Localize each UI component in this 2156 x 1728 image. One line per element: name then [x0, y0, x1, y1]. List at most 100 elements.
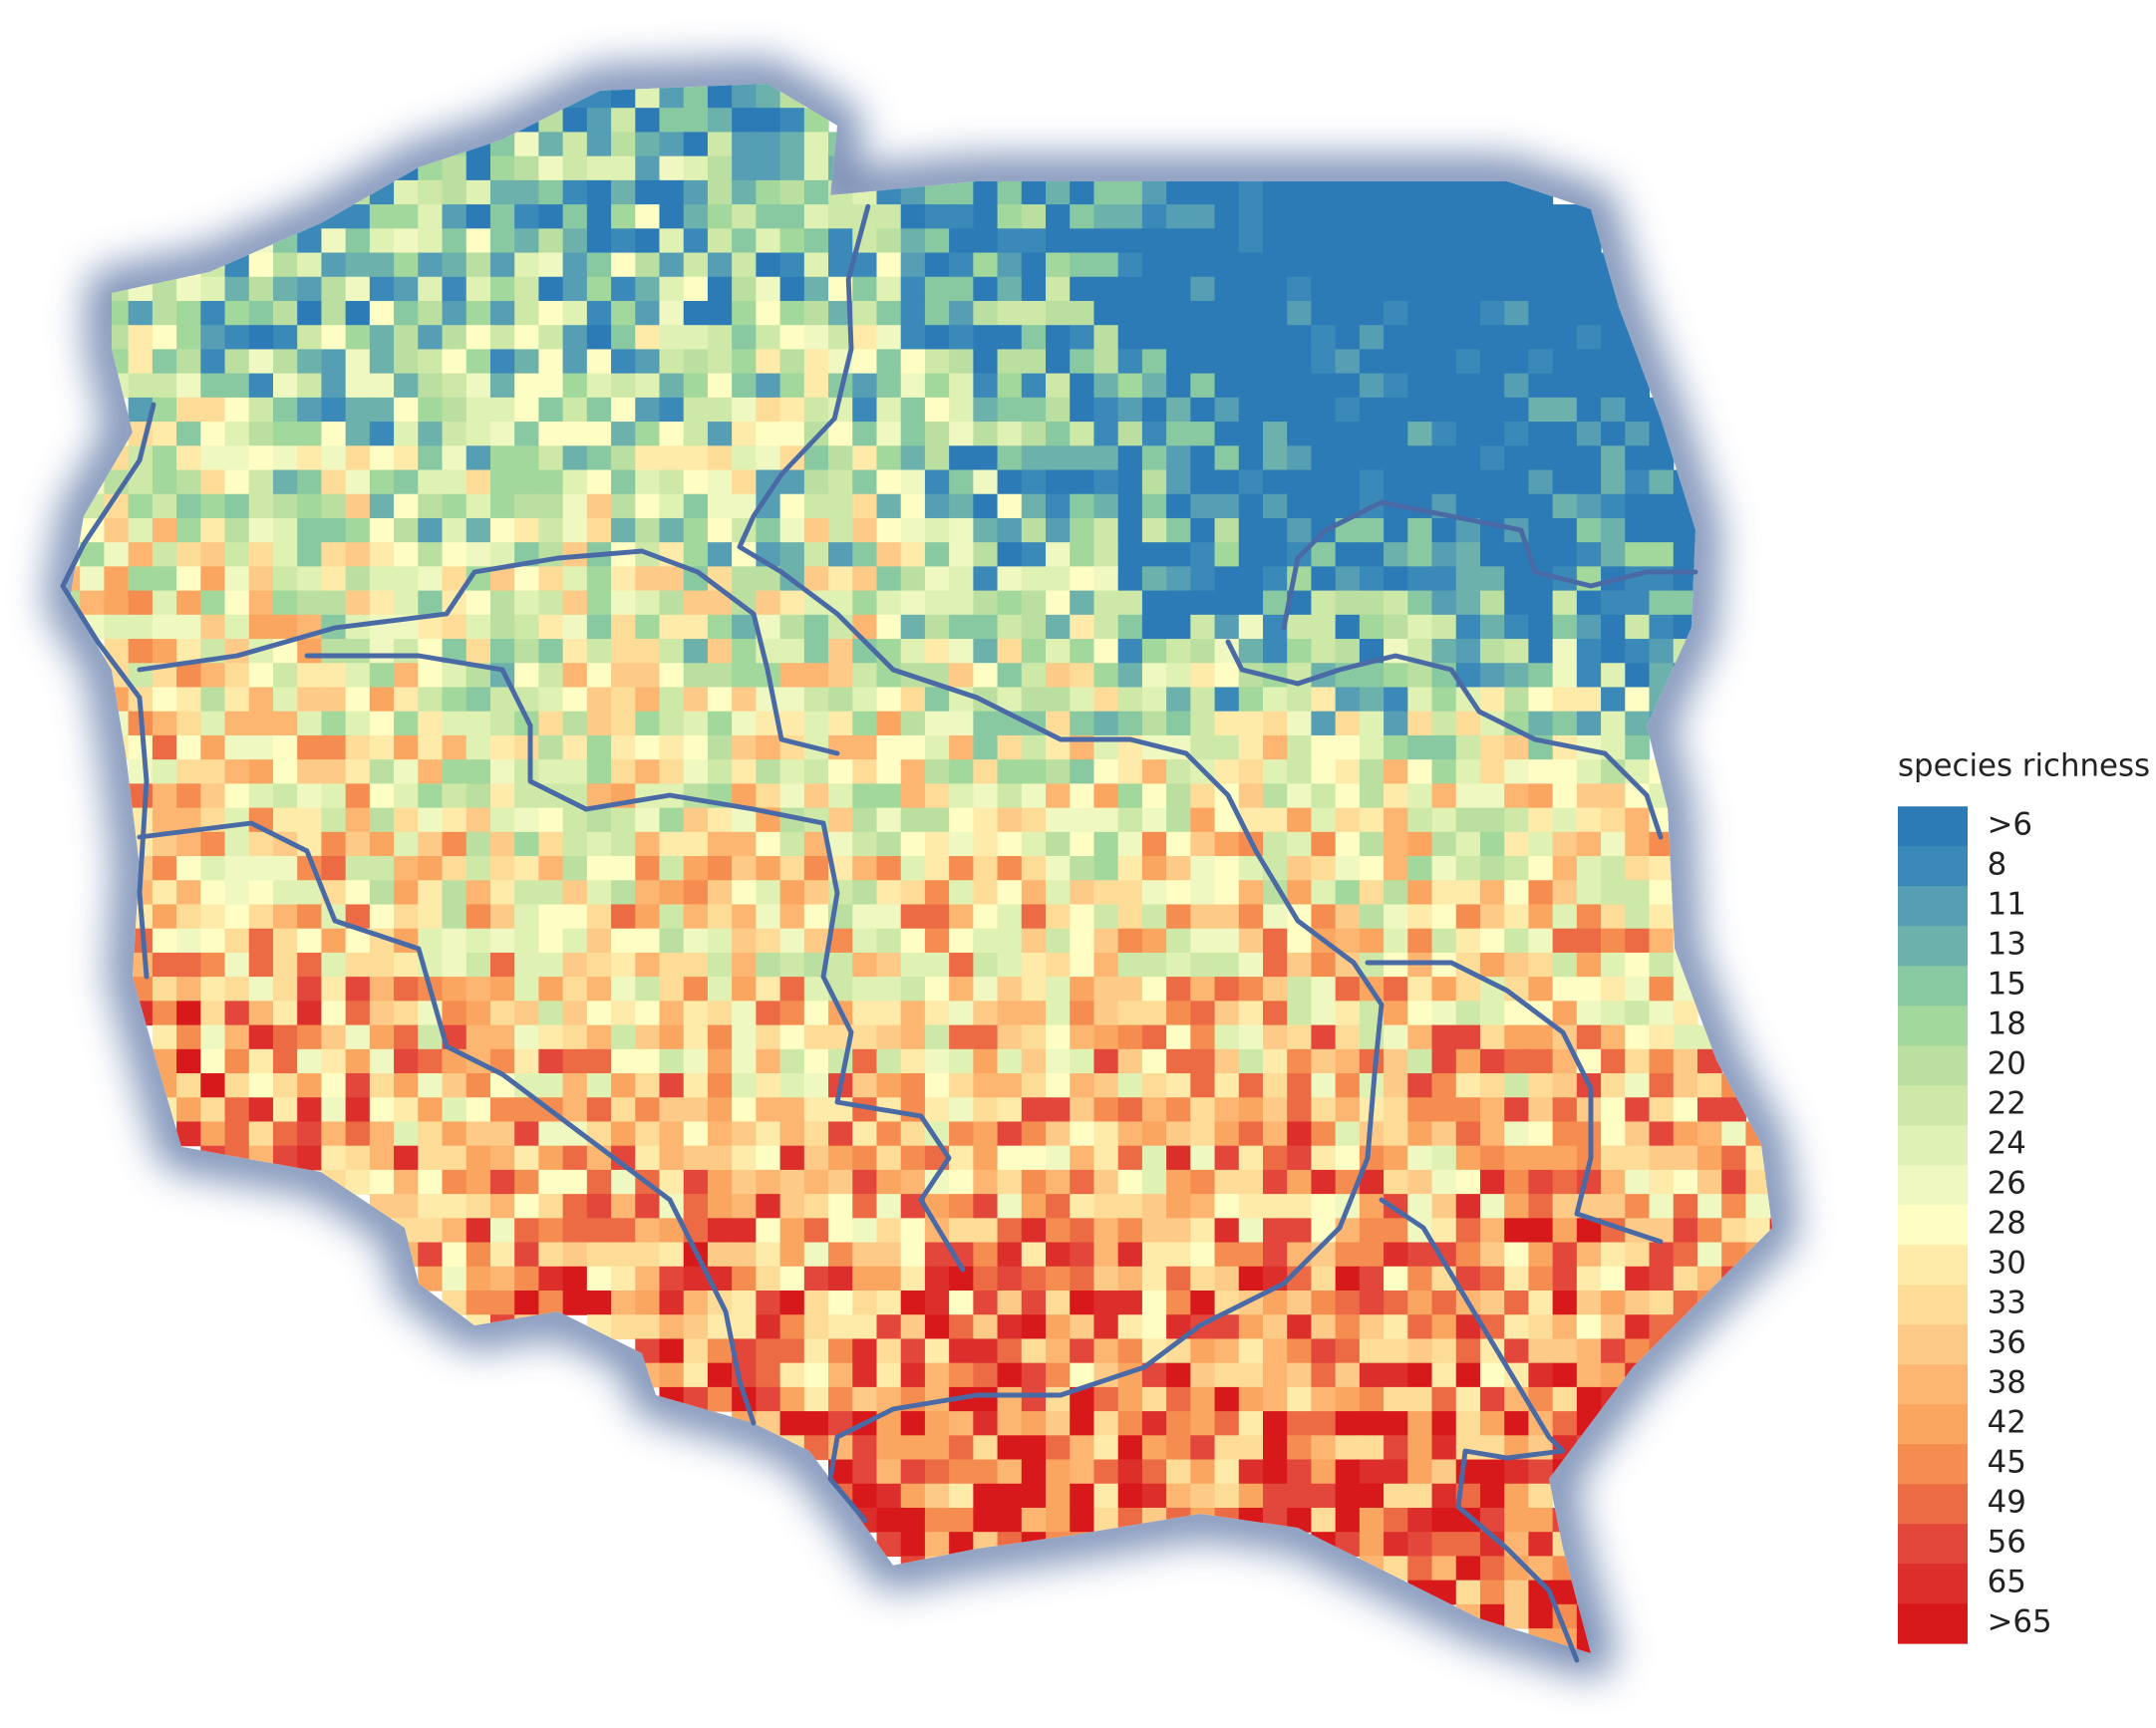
grid-cell: [1407, 687, 1433, 713]
grid-cell: [1576, 904, 1602, 930]
grid-cell: [1528, 422, 1554, 446]
grid-cell: [200, 276, 226, 302]
grid-cell: [1190, 1435, 1216, 1461]
grid-cell: [1287, 1121, 1312, 1147]
grid-cell: [707, 300, 733, 326]
grid-cell: [297, 422, 322, 446]
grid-cell: [200, 493, 226, 519]
grid-cell: [1504, 1048, 1529, 1074]
grid-cell: [369, 1121, 395, 1147]
grid-cell: [707, 1218, 733, 1244]
grid-cell: [1214, 276, 1240, 302]
grid-cell: [611, 734, 636, 760]
grid-cell: [442, 856, 467, 881]
grid-cell: [732, 687, 757, 713]
grid-cell: [949, 1411, 974, 1436]
grid-cell: [756, 952, 781, 978]
grid-cell: [1311, 880, 1337, 906]
grid-cell: [321, 276, 347, 302]
grid-cell: [973, 807, 999, 833]
grid-cell: [1479, 422, 1505, 446]
grid-cell: [1117, 373, 1143, 399]
grid-cell: [659, 349, 685, 375]
grid-cell: [949, 977, 974, 1002]
grid-cell: [1431, 1048, 1457, 1074]
grid-cell: [949, 952, 974, 978]
grid-cell: [1021, 807, 1047, 833]
grid-cell: [924, 880, 950, 906]
grid-cell: [128, 373, 154, 399]
grid-cell: [949, 856, 974, 881]
grid-cell: [828, 831, 853, 857]
grid-cell: [900, 952, 926, 978]
grid-cell: [224, 1097, 250, 1123]
grid-cell: [586, 639, 612, 664]
grid-cell: [1263, 1386, 1288, 1412]
grid-cell: [1093, 590, 1119, 616]
grid-cell: [394, 1073, 419, 1098]
grid-cell: [1479, 252, 1505, 278]
grid-cell: [1141, 252, 1167, 278]
grid-cell: [1141, 300, 1167, 326]
grid-cell: [779, 1218, 805, 1244]
grid-cell: [732, 1266, 757, 1292]
grid-cell: [1479, 880, 1505, 906]
grid-cell: [586, 880, 612, 906]
grid-cell: [1046, 1145, 1071, 1171]
grid-cell: [1384, 1314, 1408, 1339]
grid-cell: [1335, 349, 1361, 375]
grid-cell: [1649, 1242, 1675, 1268]
grid-cell: [756, 228, 781, 254]
grid-cell: [828, 422, 853, 446]
grid-cell: [442, 300, 467, 326]
grid-cell: [997, 445, 1023, 471]
grid-cell: [489, 856, 515, 881]
grid-cell: [200, 711, 226, 736]
grid-cell: [224, 397, 250, 423]
grid-cell: [659, 1266, 685, 1292]
grid-cell: [1479, 831, 1505, 857]
grid-cell: [369, 734, 395, 760]
grid-cell: [1021, 1266, 1047, 1292]
grid-cell: [1311, 1314, 1337, 1339]
grid-cell: [683, 228, 709, 254]
grid-cell: [1287, 614, 1312, 640]
grid-cell: [514, 880, 539, 906]
grid-cell: [586, 276, 612, 302]
grid-cell: [1311, 422, 1337, 446]
grid-cell: [1141, 1194, 1167, 1219]
grid-cell: [1070, 977, 1095, 1002]
grid-cell: [732, 1145, 757, 1171]
grid-cell: [997, 880, 1023, 906]
grid-cell: [1238, 1218, 1264, 1244]
grid-cell: [369, 807, 395, 833]
grid-cell: [1141, 1073, 1167, 1098]
grid-cell: [1238, 614, 1264, 640]
rivers: [60, 203, 1698, 1663]
grid-cell: [489, 952, 515, 978]
grid-cell: [803, 517, 829, 543]
grid-cell: [321, 1001, 347, 1026]
legend-label: 11: [1988, 887, 2026, 923]
grid-cell: [152, 566, 177, 592]
grid-cell: [1238, 759, 1264, 784]
grid-cell: [514, 276, 539, 302]
grid-cell: [1455, 1169, 1481, 1195]
grid-cell: [659, 373, 685, 399]
grid-cell: [1093, 1145, 1119, 1171]
grid-cell: [1552, 856, 1578, 881]
grid-cell: [1070, 904, 1095, 930]
grid-cell: [683, 493, 709, 519]
grid-cell: [1190, 1386, 1216, 1412]
grid-cell: [1407, 1291, 1433, 1315]
grid-cell: [465, 880, 491, 906]
grid-cell: [1504, 856, 1529, 881]
grid-cell: [562, 952, 588, 978]
grid-cell: [1117, 204, 1143, 229]
grid-cell: [1528, 880, 1554, 906]
grid-cell: [1576, 880, 1602, 906]
grid-cell: [1238, 1338, 1264, 1364]
grid-cell: [321, 493, 347, 519]
grid-cell: [224, 517, 250, 543]
grid-cell: [538, 952, 564, 978]
